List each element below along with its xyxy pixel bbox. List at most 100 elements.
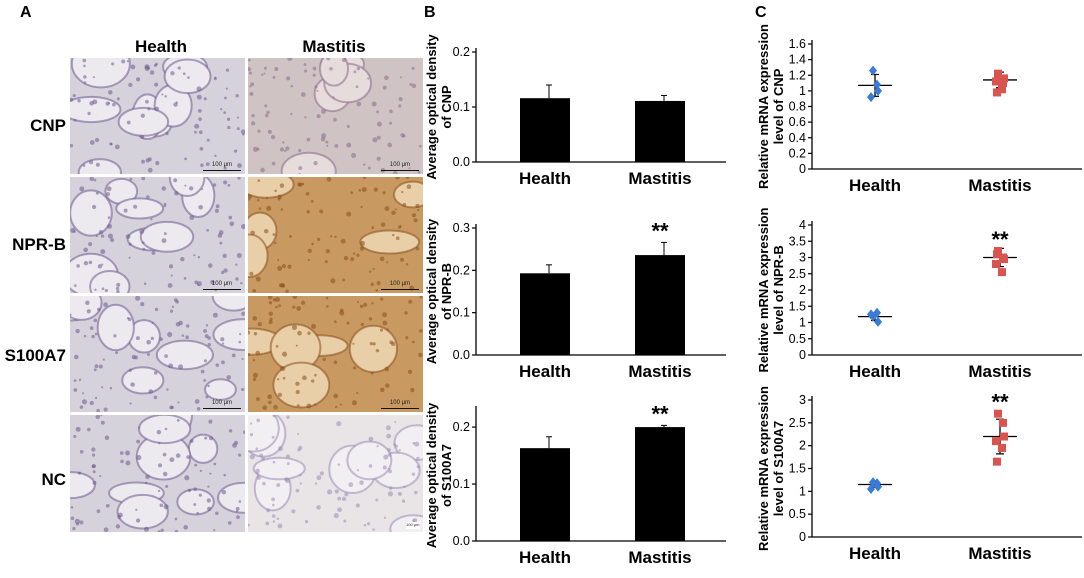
y-tick-label: 0.1 <box>453 477 470 491</box>
y-axis-label: Average optical density <box>424 218 439 364</box>
scale-bar: 100 μm <box>381 162 419 171</box>
data-point-health <box>867 92 875 103</box>
y-tick-label: 1 <box>799 484 806 498</box>
data-point-health <box>873 307 881 318</box>
x-tick-label: Health <box>519 169 571 188</box>
panel-b-letter: B <box>424 4 436 21</box>
micrograph-cnp-mastitis: 100 μm <box>248 58 423 174</box>
y-tick-label: 1.5 <box>789 299 806 313</box>
y-tick-label: 2 <box>799 439 806 453</box>
bar <box>520 273 570 355</box>
y-tick-label: 0.0 <box>453 348 470 362</box>
y-tick-label: 0.0 <box>453 534 470 548</box>
y-tick-label: 3 <box>799 393 806 407</box>
significance-annotation: ** <box>651 401 669 426</box>
x-tick-label: Mastitis <box>628 169 691 188</box>
y-axis-label: Average optical density <box>424 402 439 548</box>
data-point-mastitis <box>998 443 1006 452</box>
y-tick-label: 0.2 <box>789 146 806 160</box>
y-tick-label: 0.0 <box>453 155 470 169</box>
y-tick-label: 0 <box>799 530 806 544</box>
y-axis-label: Average optical density <box>424 34 439 180</box>
row-label-npr-b: NPR-B <box>12 235 66 254</box>
data-point-mastitis <box>994 69 1002 78</box>
micrograph-npr-b-mastitis: 100 μm <box>248 177 423 293</box>
data-point-mastitis <box>993 250 1001 259</box>
y-tick-label: 4 <box>799 218 806 232</box>
panel-c-letter: C <box>755 4 767 21</box>
y-tick-label: 0.6 <box>789 115 806 129</box>
micrograph-nc-mastitis: 100 μm <box>248 415 423 532</box>
y-tick-label: 2.5 <box>789 267 806 281</box>
data-point-mastitis <box>998 85 1006 94</box>
bar <box>520 98 570 162</box>
y-tick-label: 0.5 <box>789 507 806 521</box>
micrograph-npr-b-health: 100 μm <box>70 177 245 293</box>
y-tick-label: 3 <box>799 251 806 265</box>
y-tick-label: 2.5 <box>789 416 806 430</box>
y-tick-label: 0 <box>799 348 806 362</box>
row-label-s100a7: S100A7 <box>4 346 66 365</box>
data-point-health <box>873 478 881 489</box>
y-tick-label: 1.2 <box>789 68 806 82</box>
y-tick-label: 0.4 <box>789 131 806 145</box>
scale-bar: 100 μm <box>381 400 419 409</box>
y-axis-label: Relative mRNA expression <box>756 386 771 551</box>
row-label-cnp: CNP <box>30 116 66 135</box>
y-tick-label: 3.5 <box>789 234 806 248</box>
scale-bar: 100 μm <box>381 281 419 290</box>
y-axis-label: Relative mRNA expression <box>756 24 771 189</box>
x-tick-label: Health <box>519 548 571 567</box>
panel-a-letter: A <box>20 4 32 21</box>
column-header-mastitis: Mastitis <box>302 37 366 56</box>
data-point-mastitis <box>1000 255 1008 264</box>
bar <box>635 427 685 541</box>
data-point-mastitis <box>994 409 1002 418</box>
micrograph-nc-health <box>70 415 245 532</box>
bar <box>520 448 570 541</box>
y-axis-label: of NPR-B <box>439 263 454 320</box>
micrograph-cnp-health: 100 μm <box>70 58 245 174</box>
scale-bar: 100 μm <box>203 400 241 409</box>
data-point-mastitis <box>1000 432 1008 441</box>
y-axis-label: of S100A7 <box>439 444 454 507</box>
row-label-nc: NC <box>41 470 66 489</box>
data-point-mastitis <box>999 79 1007 88</box>
y-tick-label: 0.2 <box>453 263 470 277</box>
data-point-mastitis <box>992 77 1000 86</box>
micrograph-s100a7-mastitis: 100 μm <box>248 296 423 412</box>
x-tick-label: Health <box>849 544 901 563</box>
y-tick-label: 0.2 <box>453 420 470 434</box>
significance-annotation: ** <box>991 227 1009 252</box>
y-tick-label: 0.8 <box>789 100 806 114</box>
x-tick-label: Health <box>849 176 901 195</box>
significance-annotation: ** <box>651 218 669 243</box>
data-point-health <box>874 316 882 327</box>
x-tick-label: Mastitis <box>968 176 1031 195</box>
scale-bar: 100 μm <box>203 162 241 171</box>
scale-bar: 100 μm <box>406 522 420 529</box>
y-tick-label: 1.4 <box>789 53 806 67</box>
y-axis-label: of CNP <box>439 85 454 129</box>
y-axis-label: level of NPR-B <box>771 245 786 335</box>
y-tick-label: 2 <box>799 283 806 297</box>
micrograph-s100a7-health: 100 μm <box>70 296 245 412</box>
x-tick-label: Mastitis <box>628 362 691 381</box>
data-point-mastitis <box>1000 74 1008 83</box>
y-tick-label: 0.5 <box>789 332 806 346</box>
data-point-health <box>869 65 877 76</box>
data-point-mastitis <box>992 437 1000 446</box>
y-tick-label: 0.1 <box>453 100 470 114</box>
data-point-health <box>867 484 875 495</box>
x-tick-label: Health <box>519 362 571 381</box>
significance-annotation: ** <box>991 390 1009 415</box>
x-tick-label: Health <box>849 362 901 381</box>
y-tick-label: 1 <box>799 84 806 98</box>
y-axis-label: level of S100A7 <box>771 421 786 516</box>
data-point-health <box>873 79 881 90</box>
data-point-mastitis <box>993 88 1001 97</box>
y-tick-label: 1 <box>799 316 806 330</box>
y-tick-label: 1.6 <box>789 37 806 51</box>
bar <box>635 255 685 355</box>
